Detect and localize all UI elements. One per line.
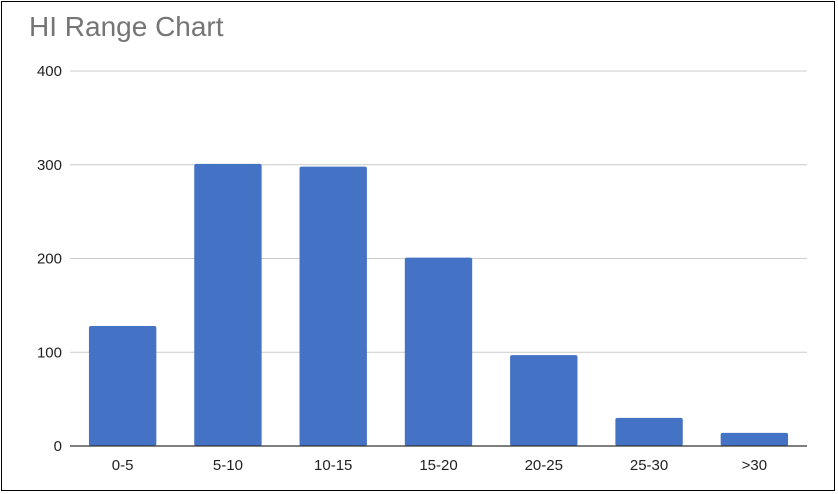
x-tick-label: >30	[742, 457, 767, 474]
bar-15-20	[404, 257, 473, 446]
y-tick-label: 300	[37, 157, 62, 174]
y-tick-label: 0	[54, 438, 62, 455]
y-tick-label: 200	[37, 251, 62, 268]
bar->30	[720, 432, 789, 446]
x-tick-label: 10-15	[314, 457, 352, 474]
x-tick-label: 20-25	[525, 457, 563, 474]
x-tick-label: 5-10	[213, 457, 243, 474]
y-tick-label: 400	[37, 63, 62, 80]
x-tick-label: 25-30	[630, 457, 668, 474]
bar-0-5	[88, 326, 157, 446]
bar-10-15	[299, 166, 367, 446]
bar-20-25	[510, 355, 578, 446]
y-tick-label: 100	[37, 344, 62, 361]
bar-25-30	[615, 417, 683, 446]
x-tick-label: 0-5	[112, 457, 134, 474]
x-tick-label: 15-20	[419, 457, 457, 474]
bar-5-10	[194, 163, 262, 446]
chart-title: HI Range Chart	[29, 11, 224, 42]
